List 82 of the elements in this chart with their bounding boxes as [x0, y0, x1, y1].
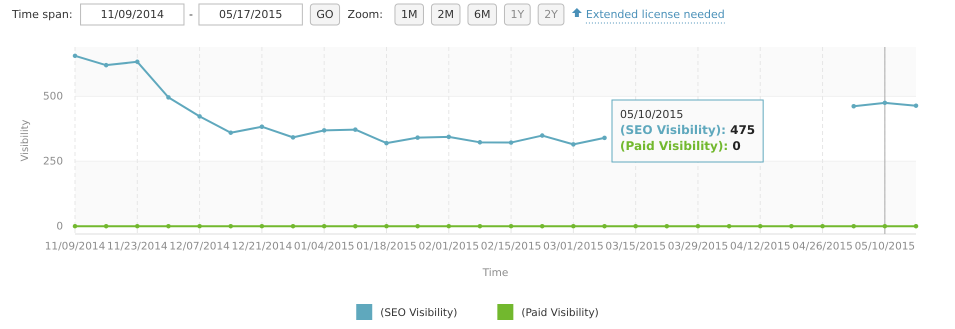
- point: [540, 224, 544, 228]
- point: [882, 100, 888, 106]
- point: [104, 62, 108, 68]
- point: [508, 224, 514, 228]
- point: [664, 224, 670, 228]
- point: [104, 224, 108, 228]
- y-tick-label: 500: [42, 90, 63, 103]
- point: [384, 140, 389, 146]
- point: [602, 224, 607, 228]
- point: [197, 114, 202, 119]
- x-tick-label: 02/01/2015: [418, 240, 480, 252]
- point: [633, 224, 638, 228]
- x-tick-label: 11/23/2014: [107, 240, 168, 252]
- text: GO: [316, 8, 334, 21]
- point: [882, 224, 888, 228]
- x-tick-label: 11/09/2014: [44, 240, 106, 252]
- point: [228, 130, 233, 135]
- point: [166, 95, 171, 100]
- point: [197, 224, 202, 228]
- x-tick-label: 01/18/2015: [356, 240, 417, 252]
- point: [353, 127, 358, 132]
- point: [851, 224, 856, 228]
- text: 05/17/2015: [218, 8, 282, 21]
- text: 2M: [437, 8, 454, 21]
- point: [540, 133, 544, 138]
- point: [726, 224, 732, 228]
- point: [322, 128, 326, 133]
- point: [758, 224, 763, 228]
- point: [415, 224, 420, 228]
- y-tick-label: 0: [56, 220, 63, 233]
- x-tick-label: 01/04/2015: [294, 240, 354, 252]
- point: [135, 60, 140, 64]
- point: [914, 224, 918, 228]
- point: [571, 224, 576, 228]
- point: [851, 104, 856, 108]
- point: [290, 224, 296, 228]
- point: [478, 224, 482, 228]
- point: [446, 224, 452, 228]
- point: [571, 142, 576, 147]
- text: 1Y: [510, 8, 524, 21]
- text: Extended license needed: [586, 8, 725, 21]
- point: [228, 224, 233, 228]
- text: 2Y: [544, 8, 558, 21]
- point: [820, 224, 825, 228]
- text: Zoom:: [348, 8, 383, 21]
- text: Time span:: [11, 8, 73, 21]
- x-tick-label: 04/12/2015: [730, 240, 791, 252]
- point: [322, 224, 326, 228]
- point: [914, 103, 918, 108]
- y-tick-label: 250: [42, 156, 63, 168]
- point: [508, 140, 514, 145]
- text: 11/09/2014: [100, 8, 164, 21]
- point: [260, 224, 264, 228]
- point: [72, 54, 78, 58]
- annotation: 05/10/2015 (SEO Visibility): 475 (Paid Visibility): 0: [620, 108, 756, 153]
- x-tick-label: 03/15/2015: [605, 240, 666, 252]
- point: [353, 224, 358, 228]
- point: [446, 134, 452, 140]
- point: [602, 136, 607, 140]
- point: [260, 124, 264, 129]
- legend-label: (Paid Visibility): [521, 307, 599, 319]
- x-tick-label: 12/07/2014: [169, 240, 230, 252]
- point: [166, 224, 171, 228]
- x-tick-label: 12/21/2014: [232, 240, 292, 252]
- point: [478, 140, 482, 145]
- point: [415, 135, 420, 140]
- text: 6M: [474, 8, 490, 21]
- x-tick-label: 05/10/2015: [854, 240, 916, 252]
- point: [789, 224, 794, 228]
- point: [290, 135, 296, 140]
- y-axis-title: Visibility: [20, 119, 31, 162]
- point: [135, 224, 140, 228]
- x-tick-label: 04/26/2015: [792, 240, 853, 252]
- x-tick-label: 03/29/2015: [668, 240, 728, 252]
- x-axis-title: Time: [482, 267, 508, 279]
- text: 1M: [400, 8, 418, 21]
- text: -: [188, 8, 193, 21]
- legend-label: (SEO Visibility): [380, 307, 458, 319]
- x-tick-label: 03/01/2015: [543, 240, 604, 252]
- point: [696, 224, 700, 228]
- x-tick-label: 02/15/2015: [480, 240, 542, 252]
- point: [384, 224, 389, 228]
